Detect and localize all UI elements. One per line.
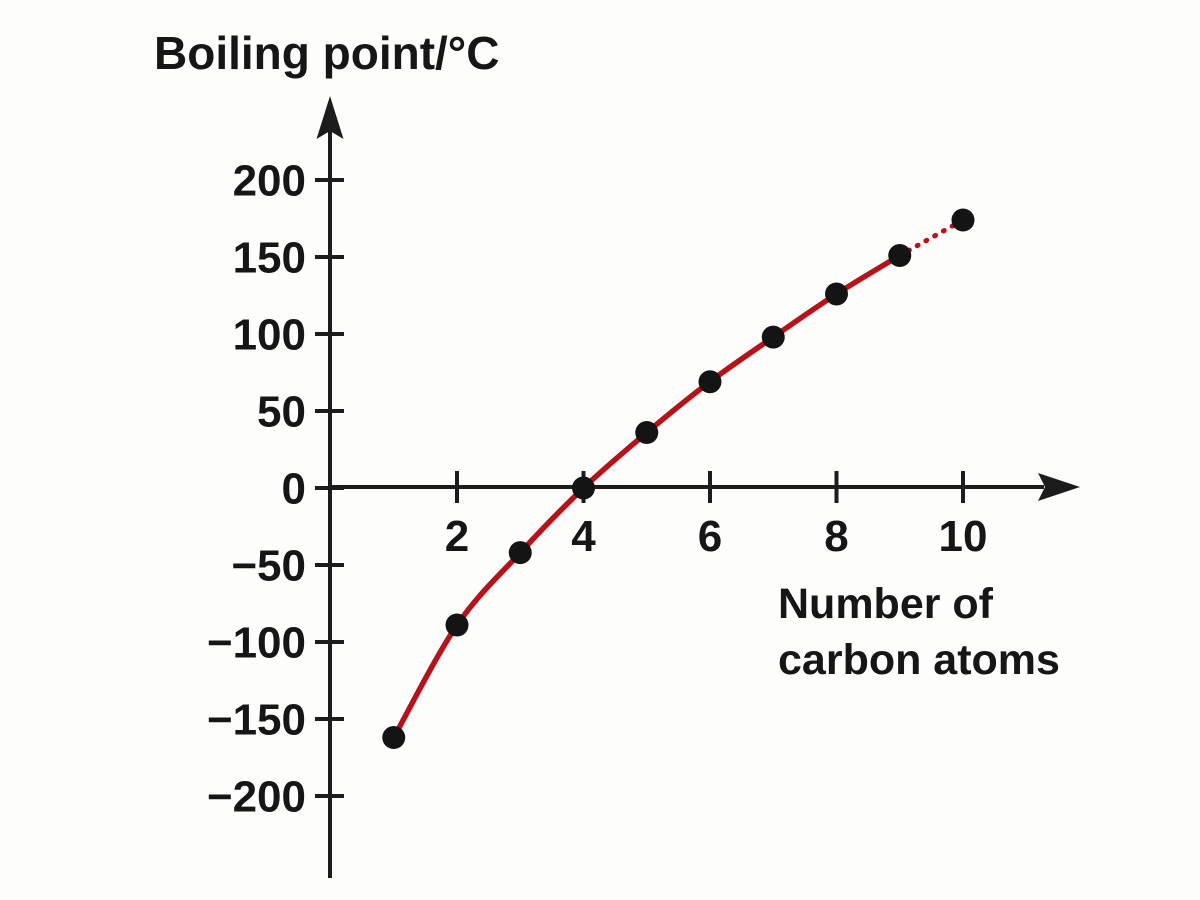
x-tick-label: 10: [939, 512, 988, 561]
x-axis-label-line1: Number of: [778, 580, 993, 628]
x-tick-label: 6: [698, 512, 722, 561]
y-tick-label: 150: [233, 234, 306, 283]
y-tick-label: −100: [207, 619, 306, 668]
y-tick-label: 50: [257, 388, 306, 437]
y-tick-label: −50: [231, 542, 306, 591]
x-tick-label: 2: [445, 512, 469, 561]
y-axis-arrowhead: [316, 96, 344, 139]
data-point-c1: [382, 725, 406, 749]
data-point-c2: [445, 613, 469, 637]
x-axis-label: Number of carbon atoms: [778, 576, 1060, 688]
y-tick-label: −150: [207, 696, 306, 745]
data-point-c8: [825, 282, 848, 306]
y-tick-label: 200: [233, 157, 306, 206]
y-tick-label: 0: [282, 465, 306, 514]
data-point-c6: [698, 370, 722, 394]
series-curve-dotted-segment: [897, 217, 966, 258]
data-point-c4: [572, 476, 595, 500]
data-point-c7: [761, 325, 785, 349]
chart-title: Boiling point/°C: [154, 27, 500, 79]
data-point-c5: [635, 421, 659, 445]
data-point-c3: [508, 541, 532, 565]
x-tick-label: 8: [824, 512, 848, 561]
y-tick-label: 100: [233, 311, 306, 360]
data-point-c10: [951, 208, 975, 232]
x-tick-label: 4: [571, 512, 596, 561]
y-tick-label: −200: [207, 773, 306, 822]
x-axis-arrowhead: [1038, 473, 1080, 501]
x-axis-label-line2: carbon atoms: [778, 636, 1060, 684]
data-point-c9: [888, 243, 912, 267]
